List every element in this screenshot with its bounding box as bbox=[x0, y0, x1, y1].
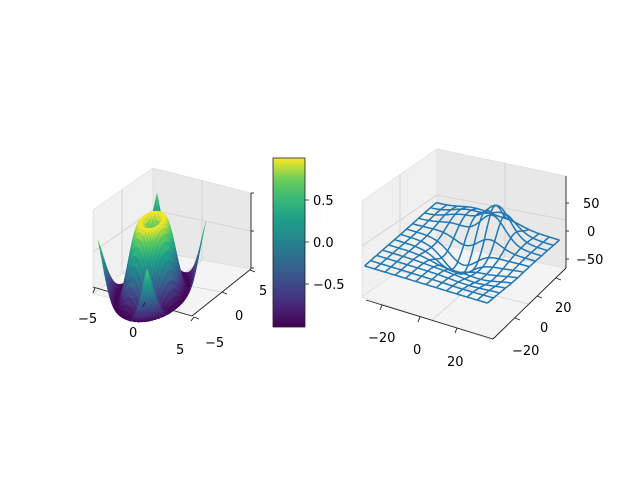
wire-ticks bbox=[379, 202, 569, 334]
surface-y-tick-1: 0 bbox=[235, 309, 243, 324]
surface-ticks bbox=[92, 192, 256, 322]
wire-line bbox=[384, 205, 458, 273]
wire-mesh bbox=[364, 201, 560, 304]
wire-x-tick-0: −20 bbox=[368, 331, 395, 346]
wire-line bbox=[466, 233, 540, 298]
wire-line bbox=[487, 239, 560, 304]
colorbar-ticks bbox=[305, 199, 309, 285]
wire-z-tick-0: 50 bbox=[583, 197, 600, 212]
wire-line bbox=[405, 207, 478, 279]
surface-axes: −5 0 5 −5 0 5 bbox=[78, 167, 267, 358]
wire-y-tick-2: 20 bbox=[555, 301, 572, 316]
colorbar-gradient bbox=[272, 157, 306, 328]
wire-line bbox=[435, 204, 509, 289]
colorbar: 0.5 0.0 −0.5 bbox=[272, 157, 345, 328]
surface-mesh bbox=[97, 193, 207, 323]
wire-line bbox=[476, 236, 550, 301]
surface-x-tick-2: 5 bbox=[176, 343, 184, 358]
wire-y-tick-0: −20 bbox=[512, 344, 539, 359]
surface-y-tick-2: 5 bbox=[259, 284, 267, 299]
surface-x-tick-0: −5 bbox=[78, 312, 97, 327]
wire-line bbox=[456, 228, 530, 295]
wire-x-tick-1: 0 bbox=[413, 343, 421, 358]
wire-line bbox=[364, 202, 437, 267]
wire-axis-lines bbox=[365, 176, 567, 340]
wire-line bbox=[425, 209, 499, 286]
colorbar-tick-1: 0.0 bbox=[313, 236, 334, 251]
colorbar-tick-0: 0.5 bbox=[313, 194, 334, 209]
colorbar-tick-2: −0.5 bbox=[313, 278, 345, 293]
surface-patch bbox=[145, 267, 149, 279]
wire-z-tick-1: 0 bbox=[587, 225, 595, 240]
wire-z-tick-2: −50 bbox=[576, 253, 603, 268]
wireframe-axes: −20 0 20 −20 0 20 50 0 −50 bbox=[361, 148, 603, 370]
surface-y-tick-0: −5 bbox=[205, 336, 224, 351]
surface-x-tick-1: 0 bbox=[129, 326, 137, 341]
wire-line bbox=[446, 214, 519, 292]
wire-y-tick-1: 0 bbox=[540, 321, 548, 336]
wire-x-tick-2: 20 bbox=[447, 355, 464, 370]
wire-line bbox=[394, 206, 468, 276]
wire-line bbox=[374, 204, 448, 270]
